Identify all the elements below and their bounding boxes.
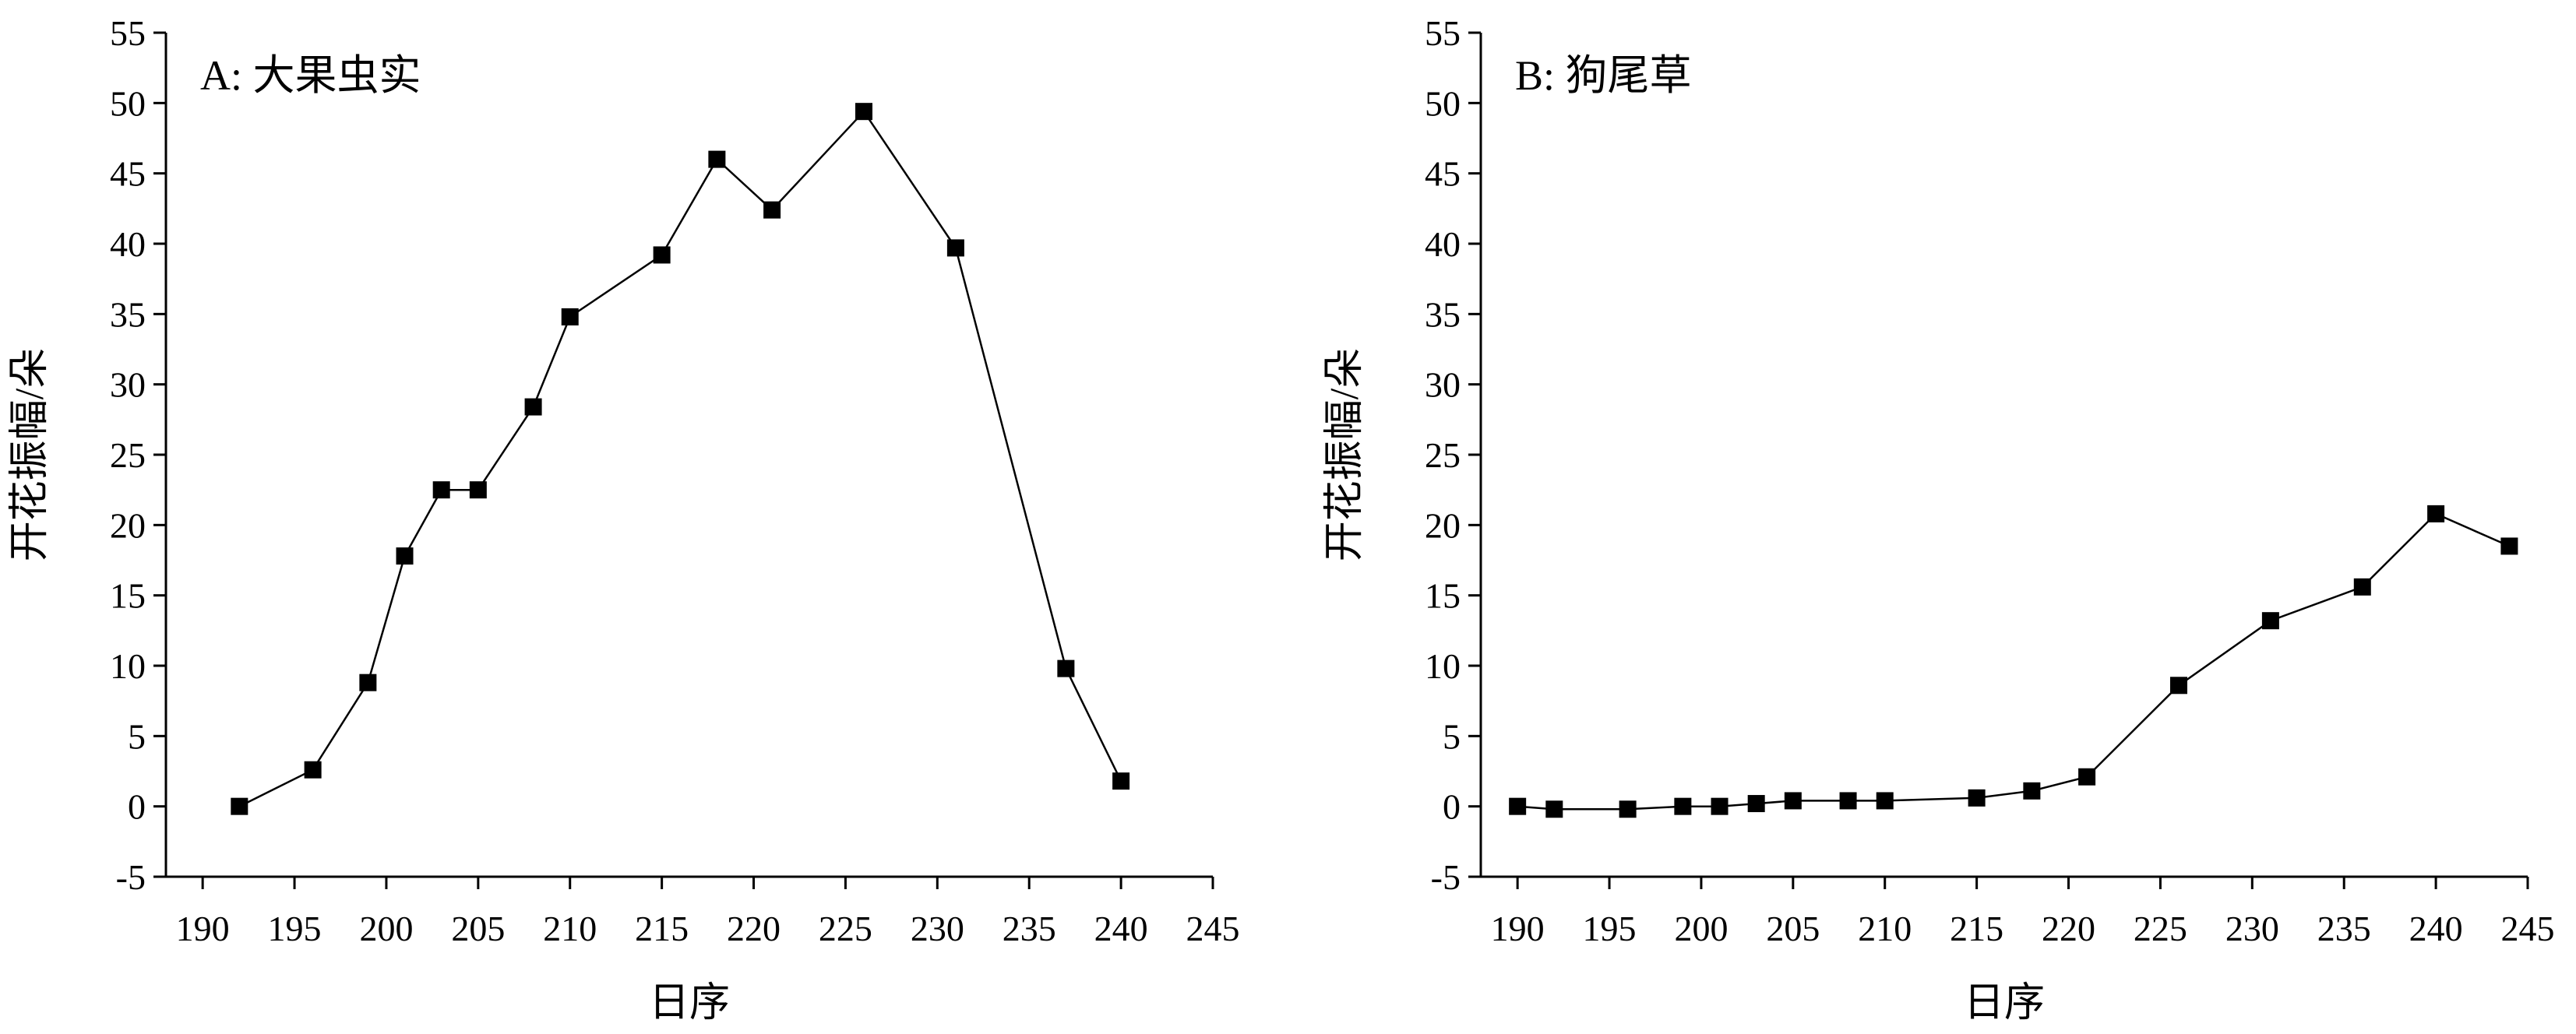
chart-b-x-tick-label: 245 [2501,909,2555,948]
chart-a-x-tick-label: 215 [635,909,689,948]
chart-a: -5 0 5 10 15 20 25 30 35 40 45 50 55 190 195 200 205 210 2… [8,13,1240,1025]
chart-b-title: B: 狗尾草 [1515,52,1692,99]
chart-a-x-tick-label: 205 [451,909,505,948]
chart-b-x-tick-label: 195 [1583,909,1637,948]
chart-a-data-point [469,481,487,499]
chart-b-x-tick-label: 210 [1858,909,1912,948]
chart-a-x-tick-label: 235 [1003,909,1056,948]
chart-b-data-point [1747,795,1765,813]
chart-a-y-tick-label: 10 [110,646,146,686]
chart-a-x-tick-label: 200 [359,909,413,948]
chart-a-series-line [238,110,1122,807]
chart-b-data-point [2023,782,2041,800]
chart-b-series-line [1517,512,2510,811]
chart-a-y-axis-title: 开花振幅/朵 [8,348,52,561]
chart-b-data-point [1545,800,1563,818]
chart-b-x-axis-title: 日序 [1964,981,2045,1025]
chart-b-x-tick-label: 200 [1674,909,1728,948]
chart-b-data-point [1839,792,1857,810]
chart-b: -5 0 5 10 15 20 25 30 35 40 45 50 55 190 195 200 205 210 2… [1323,13,2555,1025]
chart-a-data-point [855,103,872,121]
chart-b-data-point [1876,792,1894,810]
chart-a-data-point [1112,772,1130,790]
chart-b-y-tick-label: 55 [1425,13,1461,53]
chart-b-y-tick-label: 50 [1425,83,1461,123]
chart-a-y-tick-label: 55 [110,13,146,53]
chart-a-y-tick-label: 50 [110,83,146,123]
chart-b-data-point [1711,797,1728,815]
chart-a-x-tick-label: 240 [1094,909,1148,948]
chart-a-y-tick-label: 0 [128,787,146,827]
chart-a-title: A: 大果虫实 [200,52,421,99]
chart-a-data-point [524,398,542,416]
chart-a-x-tick-label: 225 [819,909,872,948]
chart-b-data-point [2078,768,2096,786]
chart-b-y-tick-label: 20 [1425,505,1461,545]
chart-a-x-tick-label: 220 [727,909,781,948]
chart-a-y-tick-label: 20 [110,505,146,545]
chart-a-y-tick-label: -5 [116,857,146,897]
chart-b-y-tick-label: 30 [1425,365,1461,405]
chart-b-y-tick-label: -5 [1431,857,1461,897]
chart-b-y-axis-title: 开花振幅/朵 [1323,348,1367,561]
chart-a-x-axis-title: 日序 [649,981,730,1025]
chart-b-x-tick-label: 205 [1766,909,1820,948]
chart-a-data-point [359,674,377,691]
chart-a-y-tick-label: 45 [110,154,146,194]
chart-b-x-tick-label: 235 [2317,909,2371,948]
chart-a-x-tick-label: 245 [1186,909,1240,948]
chart-a-data-point [1057,659,1075,677]
chart-b-x-tick-label: 220 [2042,909,2095,948]
chart-b-data-point [1784,792,1802,810]
chart-b-y-tick-label: 5 [1443,716,1461,756]
chart-a-x-tick-label: 195 [268,909,322,948]
chart-a-x-tick-label: 190 [176,909,230,948]
chart-b-data-point [2261,612,2279,630]
chart-a-data-point [231,797,248,815]
chart-a-data-point [763,201,781,219]
chart-b-y-tick-label: 0 [1443,787,1461,827]
chart-b-data-point [1968,789,1986,807]
chart-a-y-tick-label: 40 [110,224,146,264]
chart-b-data-point [1619,800,1637,818]
chart-b-data-point [2500,537,2518,555]
chart-a-y-tick-label: 25 [110,435,146,475]
chart-b-y-tick-label: 45 [1425,154,1461,194]
chart-b-x-tick-label: 215 [1950,909,2003,948]
chart-b-data-point [2353,578,2371,596]
chart-a-data-point [432,481,450,499]
chart-a-x-tick-label: 230 [911,909,964,948]
chart-b-x-tick-label: 240 [2409,909,2463,948]
chart-a-data-point [396,547,414,565]
chart-a-y-tick-label: 5 [128,716,146,756]
chart-b-y-tick-label: 25 [1425,435,1461,475]
chart-a-y-tick-label: 15 [110,576,146,616]
chart-b-data-point [1674,797,1692,815]
chart-a-data-point [653,246,671,264]
chart-a-y-tick-label: 35 [110,294,146,334]
chart-b-data-point [2170,677,2187,695]
chart-b-x-tick-label: 190 [1491,909,1545,948]
chart-a-data-point [561,308,579,325]
chart-b-x-tick-label: 230 [2225,909,2279,948]
chart-a-data-point [946,239,964,257]
chart-a-data-point [708,150,726,168]
chart-a-data-point [304,761,322,779]
chart-b-data-point [2427,505,2445,522]
chart-b-x-tick-label: 225 [2134,909,2187,948]
chart-b-y-tick-label: 10 [1425,646,1461,686]
chart-a-x-tick-label: 210 [543,909,597,948]
chart-b-y-tick-label: 40 [1425,224,1461,264]
chart-b-y-tick-label: 15 [1425,576,1461,616]
chart-a-y-tick-label: 30 [110,365,146,405]
chart-b-y-tick-label: 35 [1425,294,1461,334]
chart-b-data-point [1509,797,1527,815]
